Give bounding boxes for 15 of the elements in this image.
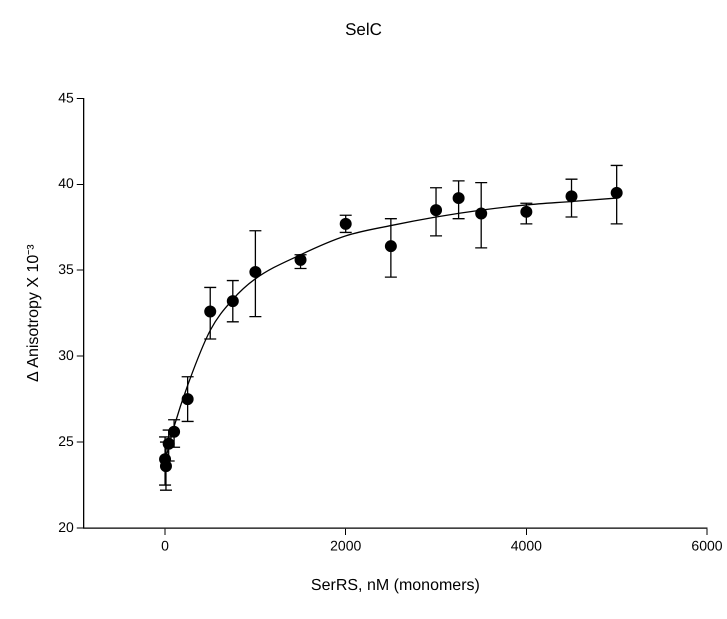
y-tick-label: 40: [58, 175, 74, 192]
y-tick-label: 45: [58, 89, 74, 106]
chart-title: SelC: [345, 20, 382, 39]
point: [566, 190, 578, 202]
x-axis-title: SerRS, nM (monomers): [310, 576, 480, 594]
point: [430, 204, 442, 216]
y-tick-label: 25: [58, 432, 74, 449]
y-axis-title: Δ Anisotropy X 10⁻³: [25, 244, 42, 382]
x-tick-label: 6000: [691, 537, 723, 554]
y-tick-label: 20: [58, 518, 74, 535]
x-tick-label: 2000: [330, 537, 362, 554]
x-tick-label: 0: [161, 537, 170, 554]
y-tick-label: 30: [58, 347, 74, 364]
y-tick-label: 35: [58, 261, 74, 278]
x-tick-label: 4000: [510, 537, 542, 554]
